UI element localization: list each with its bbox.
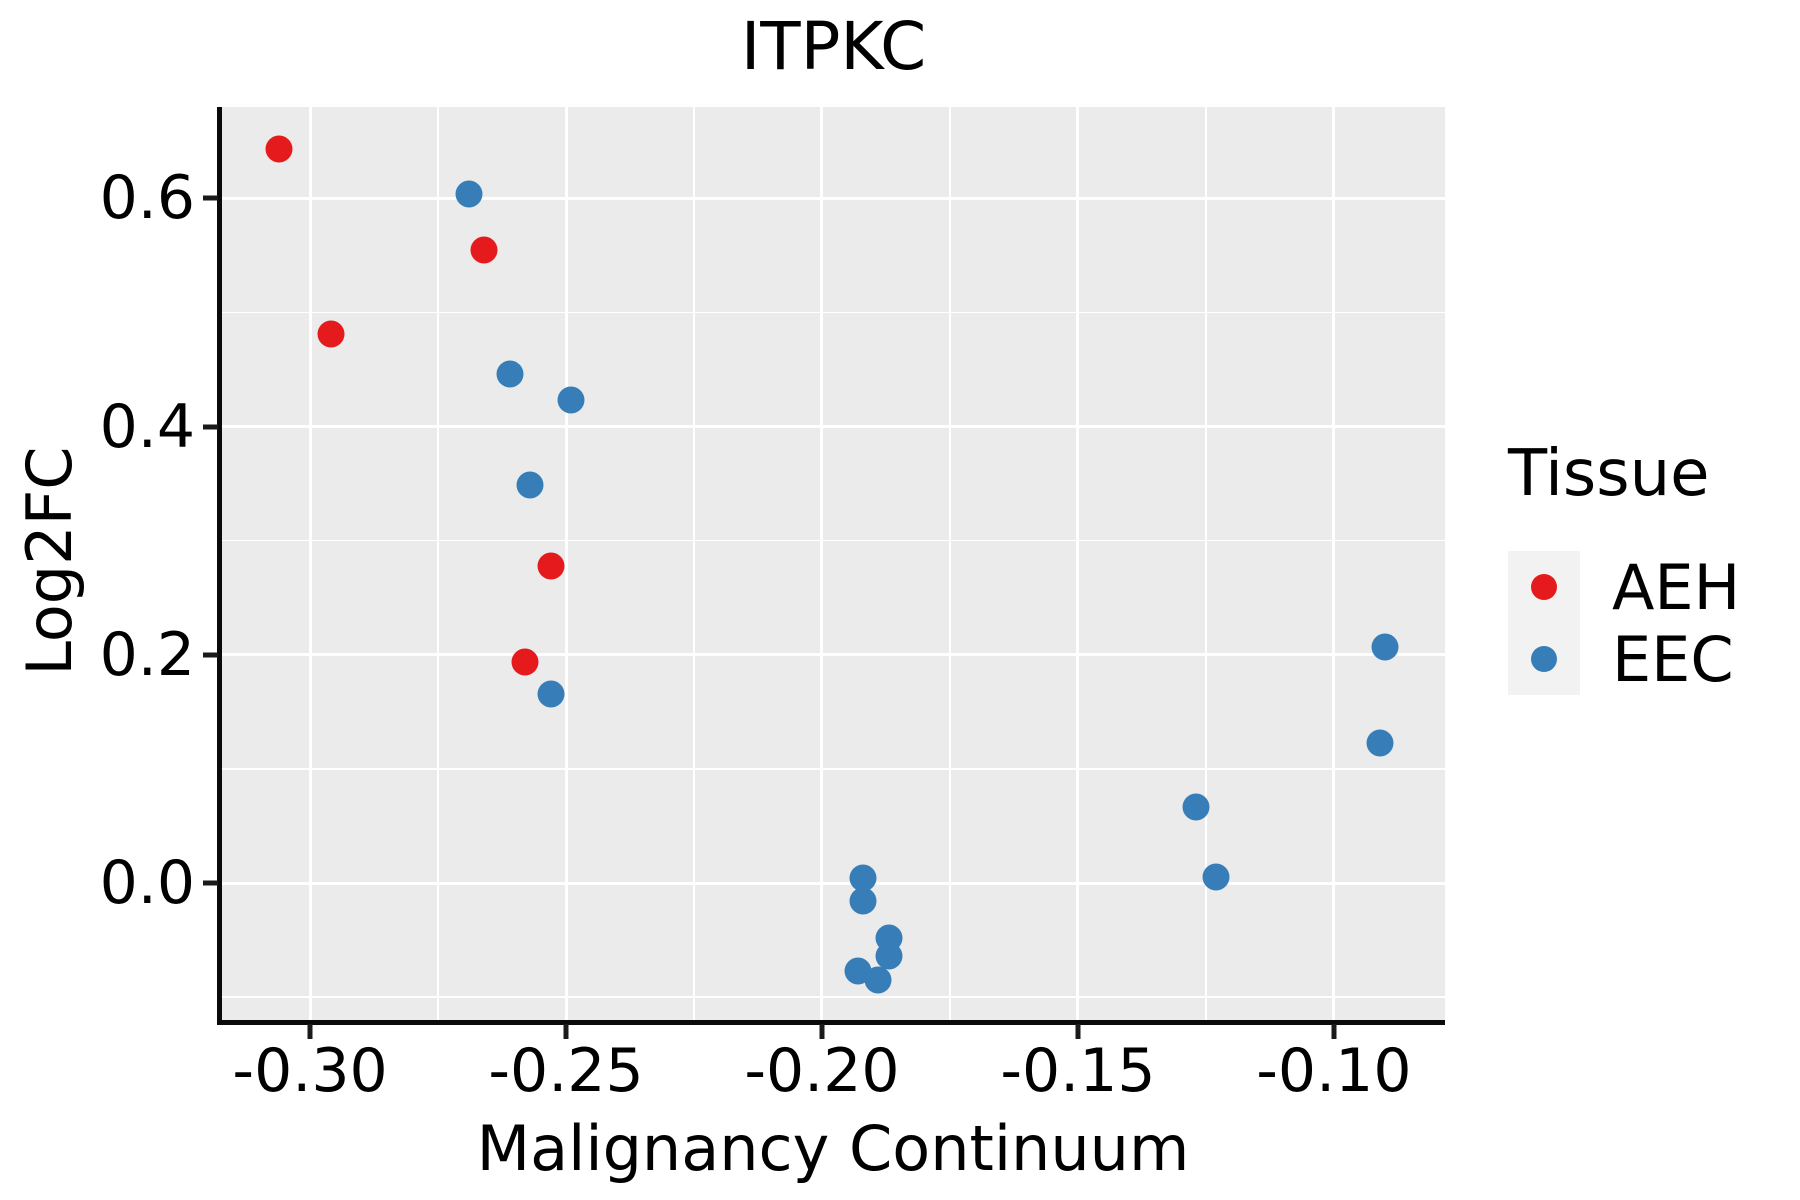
data-point-eec [516, 471, 544, 499]
data-point-aeh [470, 236, 498, 264]
data-point-eec [496, 360, 524, 388]
gridline-minor-vertical [1205, 107, 1207, 1020]
x-tick-label: -0.20 [744, 1036, 900, 1106]
gridline-major-horizontal [222, 425, 1445, 429]
x-tick-label: -0.25 [488, 1036, 644, 1106]
gridline-major-horizontal [222, 653, 1445, 657]
gridline-major-vertical [564, 107, 568, 1020]
x-tick [307, 1024, 313, 1039]
data-point-eec [849, 864, 877, 892]
y-tick-label: 0.0 [99, 848, 195, 919]
gridline-minor-horizontal [222, 768, 1445, 770]
legend-entries: AEH EEC [1508, 550, 1741, 696]
aeh-legend-dot-icon [1531, 574, 1557, 600]
y-tick-label: 0.2 [99, 619, 195, 690]
gridline-minor-vertical [949, 107, 951, 1020]
data-point-eec [455, 180, 483, 208]
x-tick [1075, 1024, 1081, 1039]
data-point-aeh [511, 648, 539, 676]
y-axis-label: Log2FC [13, 446, 86, 676]
data-point-aeh [265, 135, 293, 163]
eec-legend-dot-icon [1531, 646, 1557, 672]
chart-title: ITPKC [740, 8, 927, 85]
legend-entry-eec: EEC [1508, 622, 1740, 696]
y-tick [203, 652, 218, 658]
legend-key [1508, 551, 1580, 623]
gridline-major-vertical [820, 107, 824, 1020]
legend-entry-label: EEC [1612, 622, 1734, 696]
data-point-aeh [537, 552, 565, 580]
data-point-eec [875, 942, 903, 970]
data-point-eec [1366, 729, 1394, 757]
legend-title: Tissue [1508, 437, 1710, 511]
y-axis-line [217, 107, 222, 1025]
legend-entry-label: AEH [1612, 550, 1741, 624]
gridline-minor-horizontal [222, 311, 1445, 314]
y-tick [203, 424, 218, 430]
plot-panel [222, 107, 1445, 1020]
data-point-eec [1202, 863, 1230, 891]
y-tick-label: 0.6 [99, 163, 195, 234]
gridline-major-horizontal [222, 881, 1445, 885]
gridline-major-vertical [1076, 107, 1080, 1020]
x-tick-label: -0.15 [1000, 1036, 1156, 1106]
x-tick [819, 1024, 825, 1039]
gridline-major-vertical [1332, 107, 1336, 1020]
x-axis-line [217, 1020, 1445, 1025]
data-point-eec [1371, 633, 1399, 661]
gridline-minor-vertical [437, 107, 439, 1020]
x-axis-label: Malignancy Continuum [476, 1112, 1190, 1185]
x-tick [563, 1024, 569, 1039]
gridline-minor-vertical [693, 107, 695, 1020]
y-tick [203, 195, 218, 201]
data-point-eec [1182, 793, 1210, 821]
data-point-eec [557, 386, 585, 414]
x-tick-label: -0.10 [1256, 1036, 1412, 1106]
x-tick [1331, 1024, 1337, 1039]
y-tick-label: 0.4 [99, 391, 195, 462]
data-point-eec [537, 680, 565, 708]
y-tick [203, 880, 218, 886]
gridline-major-horizontal [222, 196, 1445, 200]
data-point-aeh [317, 320, 345, 348]
legend-entry-aeh: AEH [1508, 550, 1741, 624]
legend: Tissue AEH EEC [1508, 437, 1741, 696]
x-tick-label: -0.30 [232, 1036, 388, 1106]
gridline-minor-horizontal [222, 996, 1445, 998]
gridline-major-vertical [308, 107, 312, 1020]
data-point-eec [864, 966, 892, 994]
gridline-minor-horizontal [222, 539, 1445, 542]
legend-key [1508, 623, 1580, 695]
data-point-eec [849, 887, 877, 915]
